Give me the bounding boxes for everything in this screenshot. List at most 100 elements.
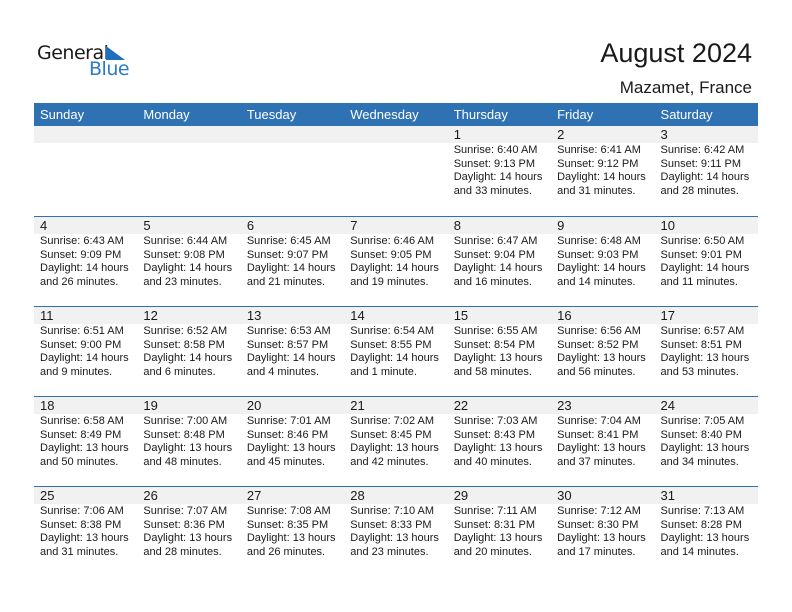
day-number bbox=[34, 126, 138, 143]
sunset-text: Sunset: 8:46 PM bbox=[246, 428, 329, 441]
day-info: Sunrise: 6:41 AM Sunset: 9:12 PM Daylight:… bbox=[551, 143, 654, 198]
week-row: 18 Sunrise: 6:58 AM Sunset: 8:49 PM Dayligh… bbox=[34, 396, 758, 486]
sunset-text: Sunset: 8:31 PM bbox=[453, 518, 536, 531]
daylight1-text: Daylight: 14 hours bbox=[453, 262, 543, 274]
day-cell: 3 Sunrise: 6:42 AM Sunset: 9:11 PM Daylight… bbox=[654, 126, 758, 216]
daylight2-text: and 21 minutes. bbox=[246, 275, 326, 288]
day-info: Sunrise: 7:07 AM Sunset: 8:36 PM Daylight:… bbox=[137, 504, 240, 559]
day-number: 9 bbox=[551, 217, 655, 234]
day-info: Sunrise: 6:44 AM Sunset: 9:08 PM Daylight:… bbox=[137, 234, 240, 289]
day-number: 22 bbox=[447, 397, 552, 414]
daylight2-text: and 20 minutes. bbox=[453, 545, 532, 558]
day-number: 17 bbox=[654, 307, 758, 324]
sunrise-text: Sunrise: 6:47 AM bbox=[453, 235, 538, 247]
daylight1-text: Daylight: 13 hours bbox=[660, 352, 750, 364]
weekday-thursday: Thursday bbox=[453, 107, 508, 122]
calendar-grid: Sunday Monday Tuesday Wednesday Thursday Frid… bbox=[34, 103, 758, 576]
day-cell: 11 Sunrise: 6:51 AM Sunset: 9:00 PM Dayligh… bbox=[34, 307, 138, 396]
daylight2-text: and 31 minutes. bbox=[557, 184, 636, 197]
sunset-text: Sunset: 8:45 PM bbox=[350, 428, 432, 441]
sunrise-text: Sunrise: 6:57 AM bbox=[660, 325, 745, 337]
day-number bbox=[240, 126, 345, 143]
daylight1-text: Daylight: 13 hours bbox=[143, 442, 233, 454]
day-cell: 13 Sunrise: 6:53 AM Sunset: 8:57 PM Dayligh… bbox=[240, 307, 345, 396]
sunrise-text: Sunrise: 7:12 AM bbox=[557, 505, 641, 517]
sunrise-text: Sunrise: 6:43 AM bbox=[40, 235, 124, 247]
daylight1-text: Daylight: 14 hours bbox=[660, 262, 750, 274]
daylight1-text: Daylight: 14 hours bbox=[350, 262, 439, 274]
day-number: 4 bbox=[34, 217, 138, 234]
day-number: 30 bbox=[551, 487, 655, 504]
day-number: 21 bbox=[344, 397, 448, 414]
daylight1-text: Daylight: 13 hours bbox=[660, 442, 750, 454]
day-number: 23 bbox=[551, 397, 655, 414]
day-number: 27 bbox=[240, 487, 345, 504]
daylight2-text: and 16 minutes. bbox=[453, 275, 532, 288]
day-info: Sunrise: 6:56 AM Sunset: 8:52 PM Daylight:… bbox=[551, 324, 654, 379]
day-info: Sunrise: 6:55 AM Sunset: 8:54 PM Daylight:… bbox=[448, 324, 551, 379]
sunrise-text: Sunrise: 6:41 AM bbox=[557, 144, 641, 156]
sunrise-text: Sunrise: 6:46 AM bbox=[350, 235, 435, 247]
page-title: August 2024 bbox=[600, 38, 752, 68]
sunset-text: Sunset: 9:11 PM bbox=[660, 157, 742, 170]
day-cell: 23 Sunrise: 7:04 AM Sunset: 8:41 PM Dayligh… bbox=[551, 397, 655, 486]
daylight1-text: Daylight: 13 hours bbox=[453, 532, 543, 544]
day-number: 13 bbox=[240, 307, 345, 324]
sunrise-text: Sunrise: 7:13 AM bbox=[660, 505, 745, 517]
day-info: Sunrise: 7:02 AM Sunset: 8:45 PM Daylight:… bbox=[344, 414, 447, 469]
sunset-text: Sunset: 8:41 PM bbox=[557, 428, 639, 441]
sunrise-text: Sunrise: 7:04 AM bbox=[557, 415, 641, 427]
day-number: 3 bbox=[654, 126, 758, 143]
sunset-text: Sunset: 8:28 PM bbox=[660, 518, 742, 531]
day-number: 5 bbox=[137, 217, 241, 234]
sunrise-text: Sunrise: 6:56 AM bbox=[557, 325, 641, 337]
day-cell: 6 Sunrise: 6:45 AM Sunset: 9:07 PM Daylight… bbox=[240, 217, 345, 306]
sunset-text: Sunset: 9:07 PM bbox=[246, 248, 329, 261]
sunrise-text: Sunrise: 7:07 AM bbox=[143, 505, 228, 517]
day-cell: 12 Sunrise: 6:52 AM Sunset: 8:58 PM Dayligh… bbox=[137, 307, 241, 396]
logo-text-general: General bbox=[37, 42, 109, 64]
day-cell: 4 Sunrise: 6:43 AM Sunset: 9:09 PM Daylight… bbox=[34, 217, 138, 306]
sunset-text: Sunset: 8:55 PM bbox=[350, 338, 432, 351]
daylight2-text: and 34 minutes. bbox=[660, 455, 739, 468]
daylight2-text: and 23 minutes. bbox=[350, 545, 429, 558]
daylight2-text: and 19 minutes. bbox=[350, 275, 429, 288]
day-info: Sunrise: 6:57 AM Sunset: 8:51 PM Daylight:… bbox=[655, 324, 758, 379]
daylight2-text: and 9 minutes. bbox=[40, 365, 113, 378]
day-cell: 27 Sunrise: 7:08 AM Sunset: 8:35 PM Dayligh… bbox=[240, 487, 345, 576]
daylight1-text: Daylight: 13 hours bbox=[143, 532, 233, 544]
daylight2-text: and 11 minutes. bbox=[660, 275, 738, 288]
day-cell: 21 Sunrise: 7:02 AM Sunset: 8:45 PM Dayligh… bbox=[344, 397, 448, 486]
daylight2-text: and 14 minutes. bbox=[557, 275, 636, 288]
daylight2-text: and 6 minutes. bbox=[143, 365, 216, 378]
sunset-text: Sunset: 8:48 PM bbox=[143, 428, 225, 441]
daylight2-text: and 53 minutes. bbox=[660, 365, 739, 378]
day-cell: 14 Sunrise: 6:54 AM Sunset: 8:55 PM Dayligh… bbox=[344, 307, 448, 396]
daylight1-text: Daylight: 14 hours bbox=[246, 352, 336, 364]
weekday-monday: Monday bbox=[143, 107, 190, 122]
daylight2-text: and 14 minutes. bbox=[660, 545, 739, 558]
daylight2-text: and 56 minutes. bbox=[557, 365, 636, 378]
sunrise-text: Sunrise: 6:53 AM bbox=[246, 325, 331, 337]
day-cell: 25 Sunrise: 7:06 AM Sunset: 8:38 PM Dayligh… bbox=[34, 487, 138, 576]
daylight1-text: Daylight: 13 hours bbox=[557, 442, 646, 454]
day-info: Sunrise: 7:11 AM Sunset: 8:31 PM Daylight:… bbox=[448, 504, 551, 559]
daylight2-text: and 31 minutes. bbox=[40, 545, 119, 558]
daylight2-text: and 42 minutes. bbox=[350, 455, 429, 468]
weekday-wednesday: Wednesday bbox=[350, 107, 419, 122]
day-info: Sunrise: 7:12 AM Sunset: 8:30 PM Daylight:… bbox=[551, 504, 654, 559]
sunrise-text: Sunrise: 6:58 AM bbox=[40, 415, 124, 427]
day-cell: 15 Sunrise: 6:55 AM Sunset: 8:54 PM Dayligh… bbox=[447, 307, 552, 396]
day-info: Sunrise: 7:05 AM Sunset: 8:40 PM Daylight:… bbox=[655, 414, 758, 469]
daylight2-text: and 1 minute. bbox=[350, 365, 417, 378]
day-number: 12 bbox=[137, 307, 241, 324]
day-number: 29 bbox=[447, 487, 552, 504]
sunset-text: Sunset: 9:04 PM bbox=[453, 248, 536, 261]
day-cell: 26 Sunrise: 7:07 AM Sunset: 8:36 PM Dayligh… bbox=[137, 487, 241, 576]
day-number: 31 bbox=[654, 487, 758, 504]
sunset-text: Sunset: 8:30 PM bbox=[557, 518, 639, 531]
daylight2-text: and 37 minutes. bbox=[557, 455, 636, 468]
week-row: 11 Sunrise: 6:51 AM Sunset: 9:00 PM Dayligh… bbox=[34, 306, 758, 396]
sunrise-text: Sunrise: 7:00 AM bbox=[143, 415, 228, 427]
day-number: 14 bbox=[344, 307, 448, 324]
